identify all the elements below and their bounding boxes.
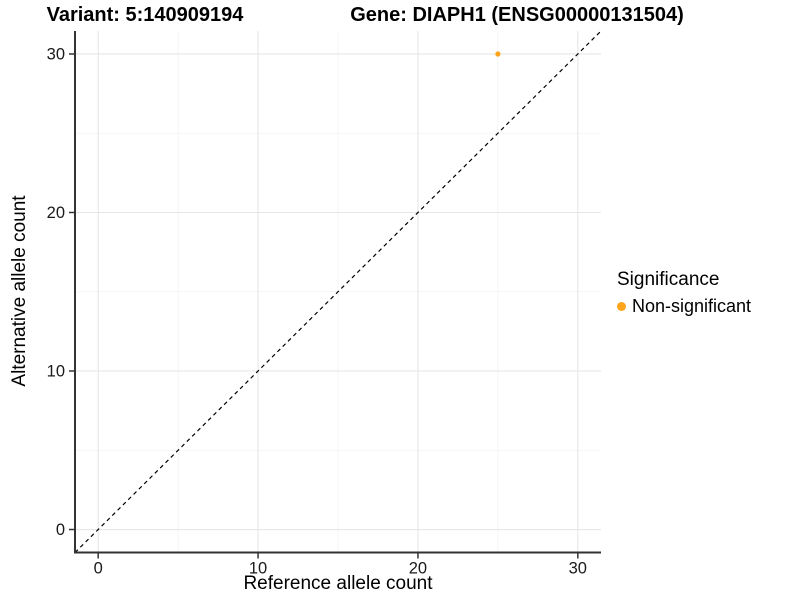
y-axis-tick-label: 20 — [47, 204, 65, 222]
y-axis-tick-label: 30 — [47, 45, 65, 63]
x-axis-title: Reference allele count — [243, 573, 433, 594]
x-axis-tick-label: 30 — [569, 560, 587, 578]
variant-title: Variant: 5:140909194 — [46, 4, 244, 26]
gene-title: Gene: DIAPH1 (ENSG00000131504) — [350, 4, 684, 26]
y-axis-tick-label: 0 — [56, 521, 65, 539]
x-axis-tick-label: 10 — [249, 560, 267, 578]
y-axis-tick-label: 10 — [47, 363, 65, 381]
legend-item: Non-significant — [617, 296, 751, 317]
data-point — [495, 51, 501, 57]
legend-item-label: Non-significant — [632, 296, 752, 316]
identity-line — [74, 30, 602, 553]
x-axis-tick-label: 0 — [94, 560, 103, 578]
x-axis-tick-label: 20 — [409, 560, 427, 578]
y-axis-title: Alternative allele count — [9, 195, 30, 387]
legend: Significance Non-significant — [617, 269, 751, 317]
legend-point-icon — [617, 302, 626, 311]
legend-title: Significance — [617, 269, 720, 290]
